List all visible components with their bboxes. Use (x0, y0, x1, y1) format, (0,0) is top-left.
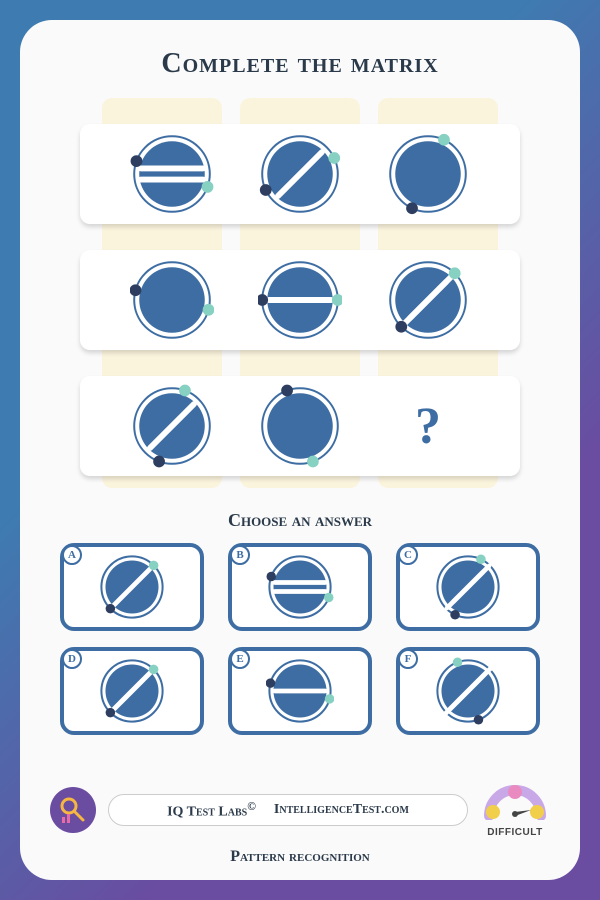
answer-prompt: Choose an answer (228, 510, 372, 531)
matrix: ? (80, 98, 520, 488)
brand-icon (50, 787, 96, 833)
answer-label: E (230, 649, 250, 669)
footer: IQ Test Labs© IntelligenceTest.com DIFFI… (20, 782, 580, 866)
category-label: Pattern recognition (230, 848, 369, 866)
answer-label: C (398, 545, 418, 565)
difficulty-gauge: DIFFICULT (480, 782, 550, 838)
footer-row: IQ Test Labs© IntelligenceTest.com DIFFI… (50, 782, 550, 838)
answer-option-a[interactable]: A (60, 543, 204, 631)
matrix-cell (383, 129, 473, 219)
answer-label: A (62, 545, 82, 565)
brand-pill: IQ Test Labs© IntelligenceTest.com (108, 794, 468, 826)
answer-option-f[interactable]: F (396, 647, 540, 735)
matrix-cell (255, 255, 345, 345)
matrix-cell (127, 381, 217, 471)
matrix-row (80, 250, 520, 350)
difficulty-label: DIFFICULT (480, 827, 550, 838)
matrix-missing-cell: ? (383, 381, 473, 471)
matrix-row (80, 124, 520, 224)
matrix-row: ? (80, 376, 520, 476)
matrix-cell (127, 129, 217, 219)
page-title: Complete the matrix (161, 48, 438, 80)
matrix-rows: ? (80, 124, 520, 476)
brand-name-2: IntelligenceTest.com (274, 802, 409, 818)
answer-grid: A B C D E F (60, 543, 540, 735)
answer-option-c[interactable]: C (396, 543, 540, 631)
answer-option-b[interactable]: B (228, 543, 372, 631)
matrix-cell (383, 255, 473, 345)
answer-label: B (230, 545, 250, 565)
matrix-cell (127, 255, 217, 345)
answer-option-e[interactable]: E (228, 647, 372, 735)
question-mark-icon: ? (415, 397, 441, 456)
matrix-cell (255, 129, 345, 219)
matrix-cell (255, 381, 345, 471)
answer-label: F (398, 649, 418, 669)
brand-name-1: IQ Test Labs© (167, 800, 256, 821)
answer-option-d[interactable]: D (60, 647, 204, 735)
card: Complete the matrix (20, 20, 580, 880)
answer-label: D (62, 649, 82, 669)
